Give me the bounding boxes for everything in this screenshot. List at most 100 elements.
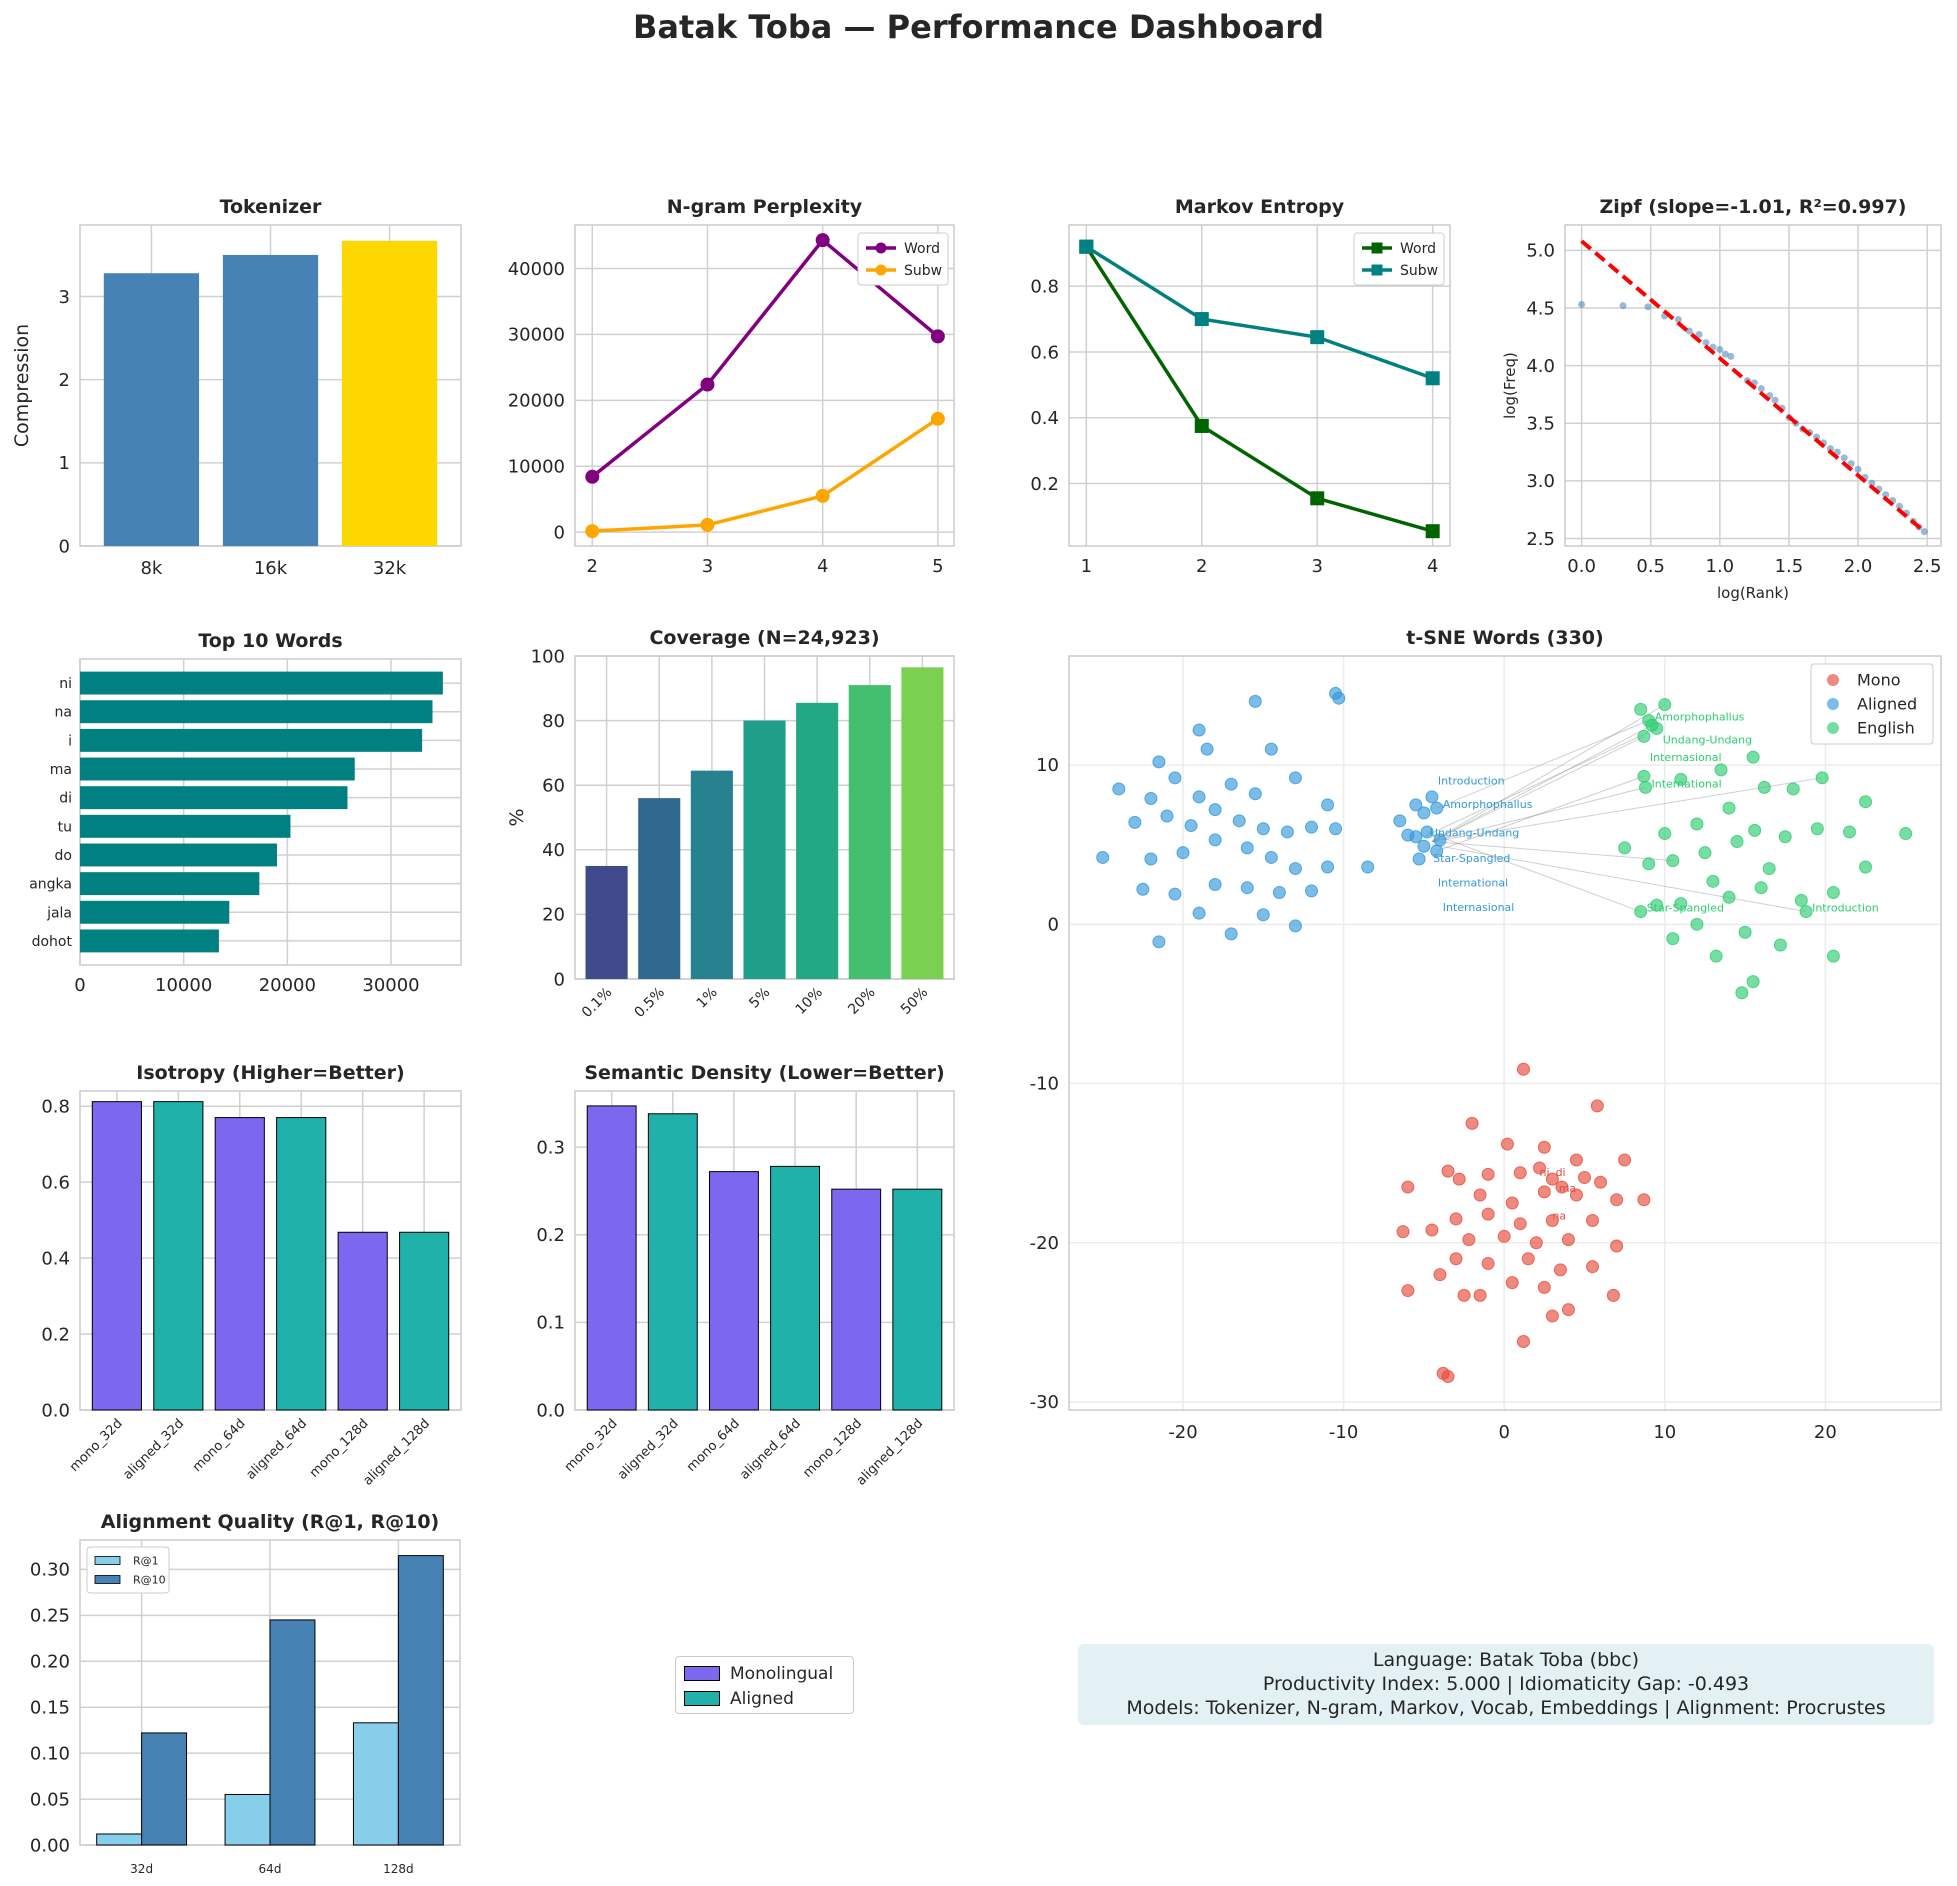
bar-R@10-128d	[397, 1555, 444, 1846]
x-tick-label: 4	[817, 556, 828, 577]
data-point	[1606, 1288, 1620, 1302]
data-point	[1079, 239, 1094, 254]
bar-ni	[80, 671, 443, 695]
data-point	[1481, 1207, 1495, 1221]
legend-label: Aligned	[1857, 695, 1917, 714]
data-point	[1644, 303, 1652, 311]
data-point	[1409, 798, 1423, 812]
aligned-word-label: Undang-Undang	[1430, 827, 1519, 840]
data-point	[1727, 352, 1735, 360]
x-tick-label: 3	[1312, 556, 1323, 577]
y-tick-label: 0.0	[536, 1400, 565, 1421]
data-point	[1799, 905, 1813, 919]
data-point	[1716, 345, 1724, 353]
data-point	[1321, 860, 1335, 874]
data-point	[1256, 822, 1270, 836]
data-point	[1815, 771, 1829, 785]
data-point	[1555, 1180, 1569, 1194]
data-point	[1698, 846, 1712, 860]
mono-word-label: na	[1552, 1210, 1566, 1223]
english-word-label: International	[1652, 777, 1722, 790]
x-tick-label: 5	[932, 556, 943, 577]
data-point	[1730, 835, 1744, 849]
y-tick-label: 0.4	[41, 1248, 70, 1269]
x-tick-label: 20%	[845, 985, 878, 1018]
data-point	[1420, 825, 1434, 839]
data-point	[1288, 771, 1302, 785]
semantic-chart: Semantic Density (Lower=Better) 0.0 0.1 0.2…	[536, 1062, 955, 1489]
y-tick-label: 0.6	[41, 1172, 70, 1193]
data-point	[1465, 1116, 1479, 1130]
data-point	[1280, 825, 1294, 839]
data-point	[1152, 755, 1166, 769]
english-word-label: Introduction	[1812, 902, 1879, 915]
x-tick-label: 1	[1081, 556, 1092, 577]
y-tick-label: 80	[542, 711, 565, 732]
data-point	[1702, 339, 1710, 347]
x-tick-label: 64d	[259, 1862, 282, 1876]
data-point	[1561, 1303, 1575, 1317]
y-tick-label: na	[55, 705, 72, 721]
data-point	[1329, 822, 1343, 836]
data-point	[1200, 742, 1214, 756]
data-point	[1430, 844, 1444, 858]
legend-swatch-monolingual	[684, 1666, 720, 1681]
data-point	[585, 469, 600, 484]
data-point	[1505, 1276, 1519, 1290]
data-point	[1452, 1172, 1466, 1186]
x-tick-label: aligned_64d	[243, 1416, 310, 1483]
bar-aligned_32d	[647, 1113, 698, 1411]
x-axis-label: log(Rank)	[1717, 584, 1789, 602]
markov-chart: Markov Entropy 0.2 0.4 0.6 0.8 1 2 3 4 Word Subw	[1030, 196, 1451, 577]
bar-R@1-128d	[352, 1722, 399, 1846]
bar-aligned_32d	[153, 1101, 204, 1411]
data-point	[1545, 1309, 1559, 1323]
data-point	[1401, 1284, 1415, 1298]
y-tick-label: -30	[1030, 1392, 1059, 1413]
data-point	[1826, 885, 1840, 899]
data-point	[1658, 698, 1672, 712]
data-point	[1545, 1172, 1559, 1186]
y-tick-label: 0.8	[1030, 276, 1059, 297]
data-point	[1473, 1188, 1487, 1202]
y-tick-label: 0	[59, 536, 70, 557]
data-point	[1722, 801, 1736, 815]
y-tick-label: 3.0	[1526, 471, 1555, 492]
data-point	[1847, 460, 1855, 468]
data-point	[1810, 822, 1824, 836]
series-mono	[1396, 1062, 1651, 1384]
legend-label: R@10	[133, 1573, 166, 1586]
y-tick-label: dohot	[32, 934, 73, 950]
data-point	[1462, 1233, 1476, 1247]
data-point	[1192, 723, 1206, 737]
english-word-label: Undang-Undang	[1663, 733, 1752, 746]
data-point	[1690, 917, 1704, 931]
data-point	[1425, 371, 1440, 386]
x-tick-label: 1%	[694, 985, 721, 1012]
chart-title: Tokenizer	[220, 196, 322, 218]
data-point	[1771, 396, 1779, 404]
y-tick-label: 0.2	[41, 1324, 70, 1345]
ngram-chart: N-gram Perplexity 0 10000 20000 30000 40000 2 3…	[508, 196, 955, 577]
data-point	[1332, 691, 1346, 705]
x-tick-label: 5%	[746, 985, 773, 1012]
data-point	[1645, 718, 1659, 732]
data-point	[1192, 790, 1206, 804]
data-point	[1619, 302, 1627, 310]
data-point	[1168, 887, 1182, 901]
legend-marker	[1827, 674, 1839, 686]
data-point	[1208, 833, 1222, 847]
x-tick-label: 2.5	[1913, 556, 1942, 577]
data-point	[1433, 1268, 1447, 1282]
data-point	[1658, 827, 1672, 841]
x-tick-label: 0.0	[1567, 556, 1596, 577]
data-point	[1618, 841, 1632, 855]
data-point	[1417, 839, 1431, 853]
y-tick-label: 0.20	[30, 1652, 70, 1673]
data-point	[1112, 782, 1126, 796]
bar-mono_64d	[708, 1171, 759, 1411]
bar-ma	[80, 757, 355, 781]
x-tick-label: 2.0	[1844, 556, 1873, 577]
data-point	[1513, 1217, 1527, 1231]
data-point	[930, 411, 945, 426]
